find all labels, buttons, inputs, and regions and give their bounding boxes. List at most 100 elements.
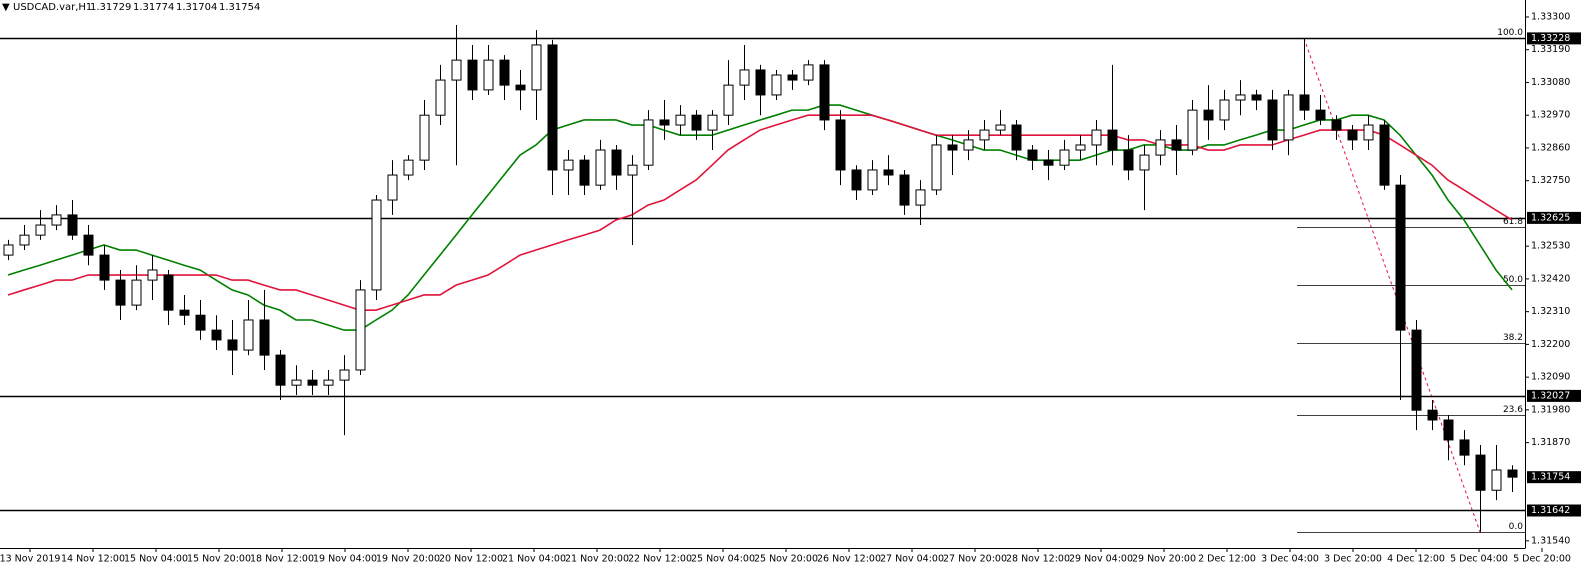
candle-body (691, 114, 702, 131)
candle-body (275, 354, 286, 386)
candle-body (739, 69, 750, 86)
y-tick-label: 1.32860 (1531, 142, 1570, 153)
y-tick-label: 1.33080 (1531, 77, 1570, 88)
candle-body (707, 114, 718, 131)
moving-average (7, 104, 1513, 331)
y-tick-label: 1.32530 (1531, 241, 1570, 252)
candle-body (99, 254, 110, 281)
y-tick-label: 1.33300 (1531, 11, 1570, 22)
candle-body (1267, 99, 1278, 141)
y-tick-label: 1.32200 (1531, 339, 1570, 350)
candle-body (1379, 124, 1390, 186)
candle-body (531, 44, 542, 91)
candle-body (371, 199, 382, 291)
candle-body (1363, 124, 1374, 141)
candle-body (435, 79, 446, 116)
level-price-label-box (1527, 389, 1581, 402)
x-tick-label: 5 Dec 04:00 (1450, 554, 1508, 565)
candle-body (1027, 149, 1038, 161)
candle-body (1059, 149, 1070, 166)
level-price-label: 1.32625 (1531, 212, 1570, 223)
candle-body (51, 214, 62, 226)
candle-body (851, 169, 862, 191)
candle-body (67, 214, 78, 236)
y-tick-label: 1.32970 (1531, 110, 1570, 121)
x-tick-label: 25 Nov 20:00 (754, 554, 818, 565)
candle-body (243, 319, 254, 351)
y-tick-label: 1.32750 (1531, 175, 1570, 186)
candle-body (1187, 109, 1198, 151)
candle-body (835, 119, 846, 171)
candle-body (227, 339, 238, 351)
x-tick-label: 19 Nov 20:00 (376, 554, 440, 565)
candle-body (131, 279, 142, 306)
candle-body (963, 139, 974, 151)
y-tick-label: 1.33190 (1531, 44, 1570, 55)
x-tick-label: 29 Nov 04:00 (1069, 554, 1133, 565)
candle-body (1171, 139, 1182, 151)
fib-label: 100.0 (1497, 28, 1523, 38)
candle-body (1331, 119, 1342, 131)
candle-body (147, 269, 158, 281)
candle-body (115, 279, 126, 306)
candle-body (419, 114, 430, 161)
level-price-label-box (1527, 211, 1581, 224)
x-tick-label: 4 Dec 12:00 (1387, 554, 1445, 565)
candle-body (3, 244, 14, 256)
candle-body (755, 69, 766, 96)
candle-body (995, 124, 1006, 131)
candle-body (403, 159, 414, 176)
level-price-label: 1.32027 (1531, 390, 1570, 401)
candle-body (291, 379, 302, 386)
candle-body (1123, 149, 1134, 171)
y-tick-label: 1.32310 (1531, 306, 1570, 317)
candle-body (259, 319, 270, 356)
candle-body (867, 169, 878, 191)
symbol-title: USDCAD.var,H1 (13, 2, 92, 13)
y-tick-label: 1.32420 (1531, 273, 1570, 284)
candle-body (1139, 154, 1150, 171)
y-tick-label: 1.32090 (1531, 372, 1570, 383)
candle-body (339, 369, 350, 381)
candle-body (979, 129, 990, 141)
candle-body (723, 84, 734, 116)
candle-body (1107, 129, 1118, 151)
fib-label: 38.2 (1503, 333, 1523, 343)
candle-body (659, 119, 670, 126)
candle-body (1347, 129, 1358, 141)
x-tick-label: 19 Nov 04:00 (313, 554, 377, 565)
candle-body (627, 164, 638, 176)
x-tick-label: 29 Nov 20:00 (1132, 554, 1196, 565)
candle-body (451, 59, 462, 81)
x-tick-label: 18 Nov 12:00 (250, 554, 314, 565)
y-tick-label: 1.31980 (1531, 404, 1570, 415)
candle-body (19, 234, 30, 246)
candle-body (1411, 329, 1422, 411)
x-tick-label: 2 Dec 12:00 (1198, 554, 1256, 565)
x-tick-label: 20 Nov 12:00 (439, 554, 503, 565)
fib-label: 50.0 (1503, 275, 1523, 285)
candle-body (499, 59, 510, 86)
candle-body (675, 114, 686, 126)
candle-body (515, 84, 526, 91)
level-price-label-box (1527, 504, 1581, 517)
current-price-label-box (1527, 471, 1581, 484)
menu-arrow[interactable]: ▼ (2, 2, 10, 13)
candle-body (611, 149, 622, 176)
x-tick-label: 15 Nov 20:00 (187, 554, 251, 565)
candle-body (1075, 144, 1086, 151)
candle-body (1507, 469, 1518, 478)
candle-body (1283, 94, 1294, 141)
candle-body (1235, 94, 1246, 101)
header-low: 1.31704 (176, 2, 217, 13)
candle-body (803, 64, 814, 81)
candle-body (771, 74, 782, 96)
x-tick-label: 21 Nov 20:00 (565, 554, 629, 565)
candle-body (307, 379, 318, 386)
x-tick-label: 27 Nov 04:00 (880, 554, 944, 565)
x-tick-label: 3 Dec 04:00 (1261, 554, 1319, 565)
level-price-label: 1.31642 (1531, 505, 1570, 516)
candle-body (1043, 159, 1054, 166)
